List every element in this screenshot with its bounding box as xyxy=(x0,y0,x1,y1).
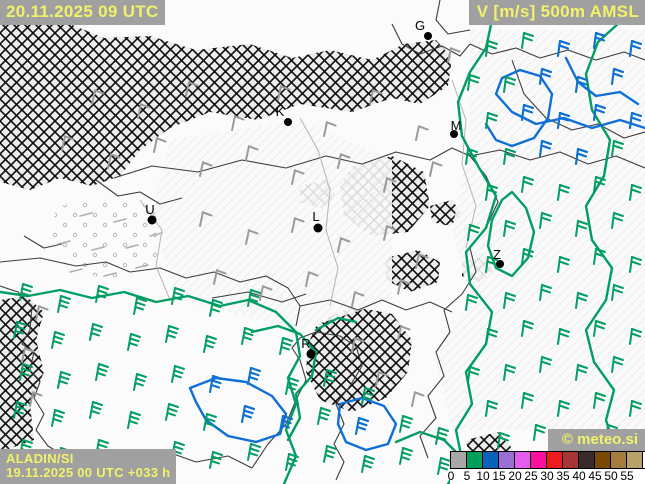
credit-text: © meteo.si xyxy=(561,431,638,448)
credit-badge: © meteo.si xyxy=(547,429,645,451)
field-label-banner: V [m/s] 500m AMSL xyxy=(468,0,645,25)
city-marker-zagreb: Z xyxy=(493,247,504,268)
isotach-blue-layer xyxy=(188,56,645,452)
valid-time-banner: 20.11.2025 09 UTC xyxy=(0,0,165,25)
model-run-text: 19.11.2025 00 UTC +033 h xyxy=(6,465,171,481)
colorbar-swatch-55 xyxy=(627,452,643,468)
colorbar-swatch-45 xyxy=(595,452,611,468)
city-marker-ljubljana: L xyxy=(312,209,323,233)
city-label-graz: G xyxy=(415,18,425,33)
colorbar-swatch-35 xyxy=(563,452,579,468)
colorbar-tick-30: 30 xyxy=(540,469,554,483)
colorbar-swatch-20 xyxy=(515,452,531,468)
colorbar-tick-50: 50 xyxy=(604,469,618,483)
colorbar-swatch-15 xyxy=(499,452,515,468)
colorbar-swatch-30 xyxy=(547,452,563,468)
river-layer xyxy=(139,79,477,307)
colorbar-tick-labels: 0 5 10 15 20 25 30 35 40 45 50 55 xyxy=(447,469,645,483)
colorbar-legend: 0 5 10 15 20 25 30 35 40 45 50 55 xyxy=(447,451,645,484)
colorbar-tick-20: 20 xyxy=(508,469,522,483)
colorbar-tick-55: 55 xyxy=(620,469,634,483)
colorbar-swatches xyxy=(450,451,645,469)
city-marker-rijeka: R xyxy=(301,336,316,359)
colorbar-swatch-50 xyxy=(611,452,627,468)
city-label-zagreb: Z xyxy=(493,247,501,262)
model-name-text: ALADIN/SI xyxy=(6,450,74,466)
colorbar-swatch-25 xyxy=(531,452,547,468)
colorbar-swatch-5 xyxy=(467,452,483,468)
colorbar-tick-40: 40 xyxy=(572,469,586,483)
city-label-ljubljana: L xyxy=(312,209,319,224)
field-label-text: V [m/s] 500m AMSL xyxy=(476,2,639,21)
model-info-banner: ALADIN/SI 19.11.2025 00 UTC +033 h xyxy=(0,448,177,484)
colorbar-tick-15: 15 xyxy=(492,469,506,483)
colorbar-tick-25: 25 xyxy=(524,469,538,483)
colorbar-swatch-10 xyxy=(483,452,499,468)
city-label-udine: U xyxy=(145,202,154,217)
colorbar-tick-35: 35 xyxy=(556,469,570,483)
colorbar-tick-5: 5 xyxy=(463,469,471,483)
colorbar-tick-45: 45 xyxy=(588,469,602,483)
city-label-klagenfurt: K xyxy=(276,104,285,119)
valid-time-text: 20.11.2025 09 UTC xyxy=(6,2,159,21)
colorbar-swatch-40 xyxy=(579,452,595,468)
city-marker-graz: G xyxy=(415,18,432,40)
city-marker-maribor: M xyxy=(450,118,461,138)
city-marker-layer: G K M U L Z R xyxy=(145,18,504,359)
city-marker-klagenfurt: K xyxy=(276,104,292,126)
city-marker-udine: U xyxy=(145,202,157,225)
colorbar-swatch-0 xyxy=(451,452,467,468)
colorbar-tick-10: 10 xyxy=(476,469,490,483)
city-label-rijeka: R xyxy=(301,336,310,351)
city-label-maribor: M xyxy=(451,118,462,133)
colorbar-tick-0: 0 xyxy=(447,469,455,483)
calm-stipple-layer xyxy=(50,198,166,280)
